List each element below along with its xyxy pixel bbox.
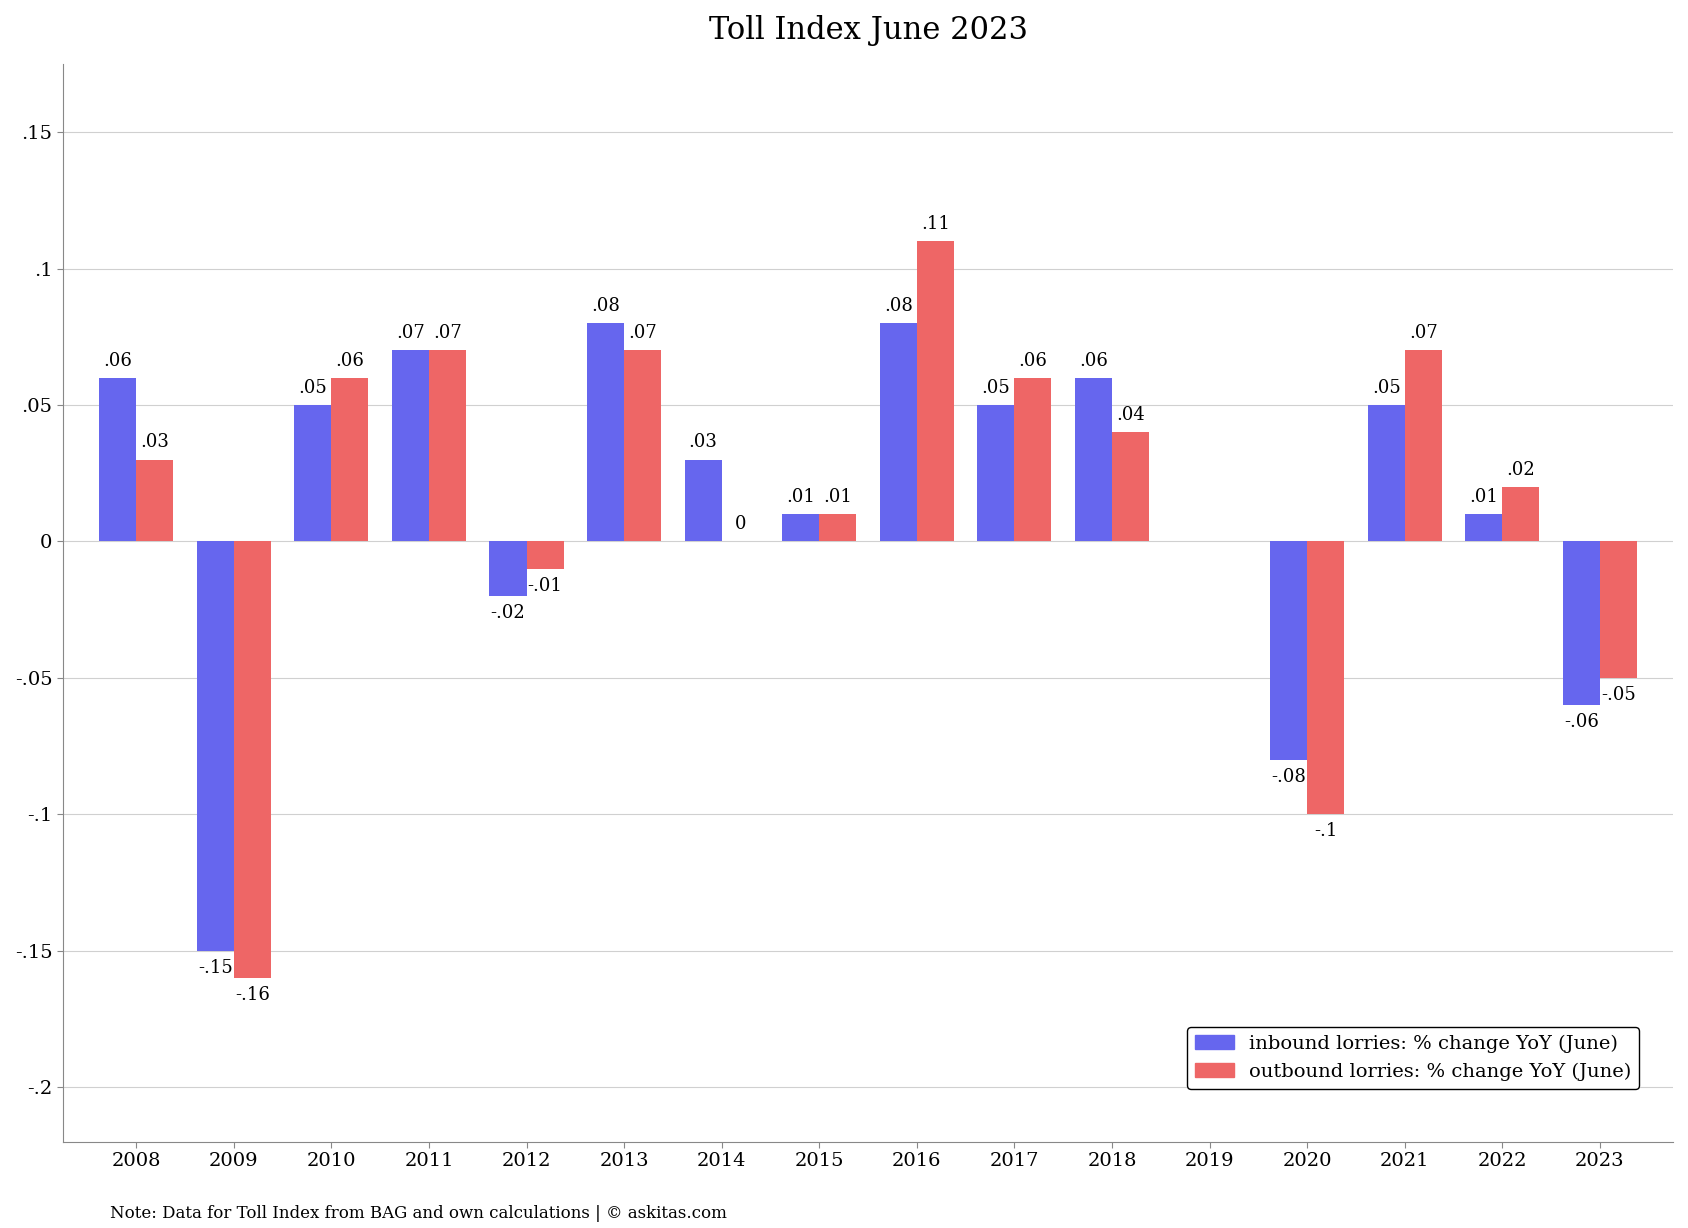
Bar	[294, 405, 331, 542]
Text: .05: .05	[1372, 378, 1401, 397]
Text: .01: .01	[824, 488, 852, 506]
Bar	[587, 323, 625, 542]
Text: .07: .07	[628, 324, 657, 343]
Text: -.01: -.01	[528, 577, 562, 594]
Text: -.06: -.06	[1563, 713, 1599, 732]
Text: .05: .05	[981, 378, 1009, 397]
Text: 0: 0	[734, 516, 746, 533]
Text: .07: .07	[434, 324, 463, 343]
Bar	[1502, 486, 1539, 542]
Bar	[1563, 542, 1600, 705]
Text: .03: .03	[140, 433, 169, 452]
Legend: inbound lorries: % change YoY (June), outbound lorries: % change YoY (June): inbound lorries: % change YoY (June), ou…	[1187, 1027, 1639, 1089]
Bar	[1075, 378, 1112, 542]
Text: .01: .01	[1469, 488, 1499, 506]
Bar	[392, 350, 429, 542]
Bar	[1465, 515, 1502, 542]
Text: .08: .08	[591, 297, 619, 316]
Text: .02: .02	[1506, 460, 1534, 479]
Text: .11: .11	[922, 215, 950, 233]
Text: .06: .06	[1018, 351, 1047, 370]
Bar	[625, 350, 662, 542]
Bar	[137, 459, 174, 542]
Text: .03: .03	[689, 433, 717, 452]
Text: .07: .07	[397, 324, 425, 343]
Bar	[1600, 542, 1637, 678]
Text: .06: .06	[103, 351, 132, 370]
Text: .07: .07	[1409, 324, 1438, 343]
Text: -.15: -.15	[197, 959, 233, 976]
Bar	[1404, 350, 1442, 542]
Bar	[977, 405, 1014, 542]
Bar	[331, 378, 368, 542]
Bar	[235, 542, 270, 977]
Text: .06: .06	[336, 351, 365, 370]
Title: Toll Index June 2023: Toll Index June 2023	[709, 15, 1028, 45]
Text: .04: .04	[1116, 406, 1144, 424]
Bar	[1112, 432, 1150, 542]
Bar	[782, 515, 819, 542]
Text: Note: Data for Toll Index from BAG and own calculations | © askitas.com: Note: Data for Toll Index from BAG and o…	[110, 1205, 726, 1222]
Text: .06: .06	[1079, 351, 1107, 370]
Text: -.08: -.08	[1271, 768, 1307, 786]
Text: .01: .01	[787, 488, 815, 506]
Bar	[429, 350, 466, 542]
Bar	[197, 542, 235, 950]
Bar	[917, 242, 954, 542]
Text: .05: .05	[299, 378, 327, 397]
Bar	[490, 542, 527, 596]
Bar	[1014, 378, 1052, 542]
Bar	[879, 323, 917, 542]
Text: -.16: -.16	[235, 986, 270, 1005]
Bar	[527, 542, 564, 569]
Text: .08: .08	[885, 297, 913, 316]
Text: -.1: -.1	[1313, 823, 1337, 840]
Bar	[100, 378, 137, 542]
Bar	[1367, 405, 1404, 542]
Bar	[1269, 542, 1307, 760]
Text: -.02: -.02	[491, 604, 525, 623]
Bar	[685, 459, 722, 542]
Text: -.05: -.05	[1600, 686, 1636, 704]
Bar	[819, 515, 856, 542]
Bar	[1307, 542, 1344, 814]
